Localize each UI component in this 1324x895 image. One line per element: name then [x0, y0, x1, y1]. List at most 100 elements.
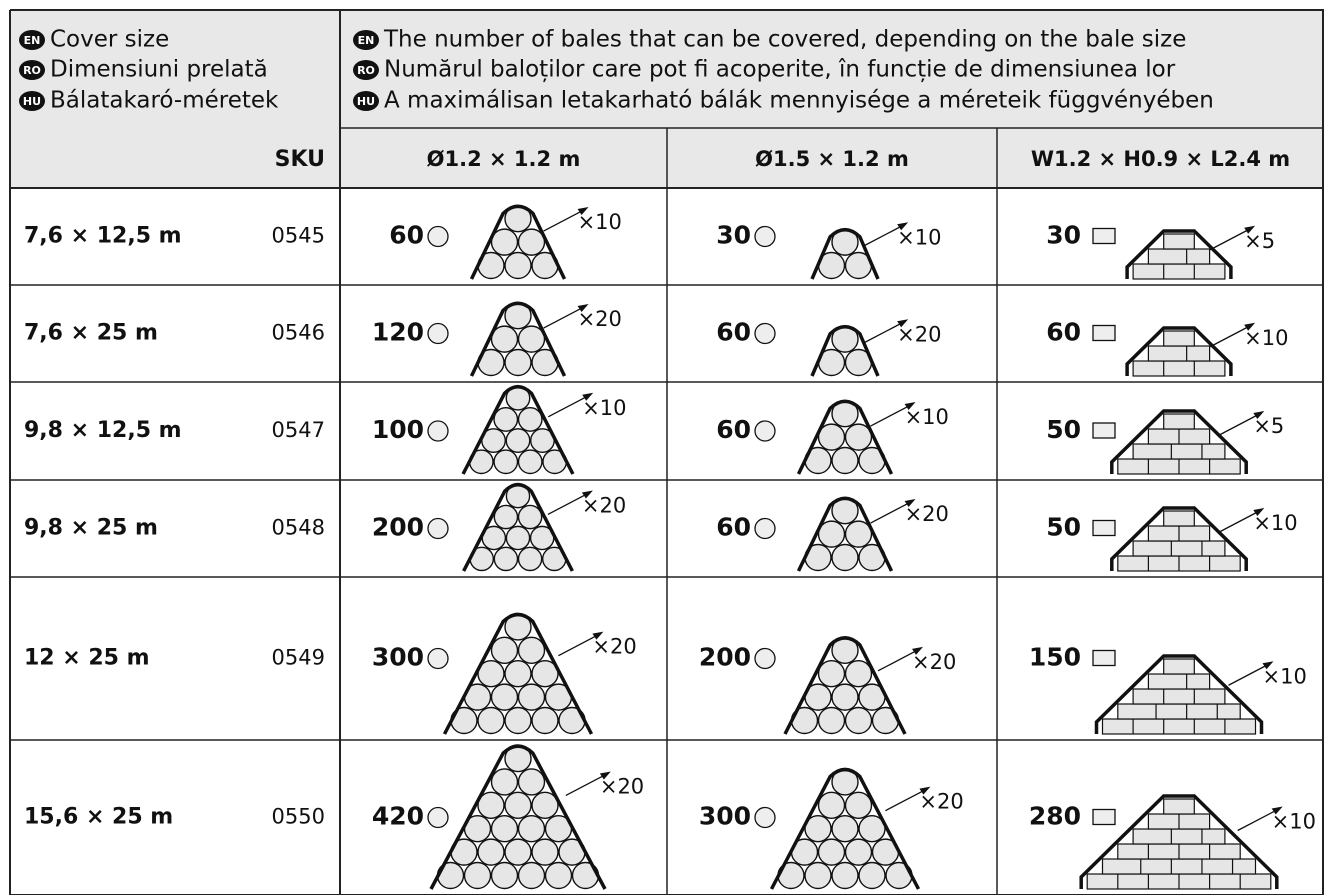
bale-icon [428, 519, 448, 539]
sku: 0550 [272, 805, 325, 829]
bale-icon [1093, 810, 1115, 825]
bale-count: 30 [1046, 221, 1081, 250]
lang-code: HU [357, 95, 375, 108]
bale-icon [428, 227, 448, 247]
cover-size: 7,6 × 25 m [24, 321, 158, 346]
bale-icon [755, 324, 775, 344]
bale-icon [755, 227, 775, 247]
bale [519, 408, 542, 431]
bale-count: 50 [1046, 415, 1081, 444]
bale [832, 545, 858, 571]
bale-pyramid [464, 485, 573, 572]
bale [519, 637, 545, 663]
multiplier: ×10 [578, 210, 622, 234]
multiplier: ×20 [582, 493, 626, 517]
bale [819, 661, 845, 687]
column-header: Ø1.5 × 1.2 m [755, 147, 909, 171]
brick-row [1164, 414, 1195, 429]
brick-row [1148, 249, 1209, 264]
bale-count: 300 [372, 643, 424, 672]
bale [532, 839, 558, 865]
multiplier: ×10 [1263, 664, 1307, 688]
header-text: Cover size [50, 27, 169, 53]
bale-count: 120 [372, 318, 424, 347]
bale-icon [1093, 521, 1115, 536]
bale-icon [755, 421, 775, 441]
multiplier: ×20 [592, 635, 636, 659]
bale-count: 100 [372, 415, 424, 444]
header-text: A maximálisan letakarható bálák mennyisé… [384, 88, 1214, 114]
bale-icon [428, 421, 448, 441]
sku: 0545 [272, 224, 325, 248]
bale [505, 839, 531, 865]
bale [492, 637, 518, 663]
bale-count: 60 [716, 318, 751, 347]
bale [506, 526, 529, 549]
bale-count: 60 [389, 221, 424, 250]
bale-pyramid [463, 387, 573, 475]
bale-pyramid [812, 229, 878, 279]
brick-row [1133, 361, 1225, 376]
bale [519, 816, 545, 842]
brick-row [1164, 234, 1195, 249]
multiplier: ×20 [912, 650, 956, 674]
bale-cover-table: EN Cover size RO Dimensiuni prelată HU Bálata… [0, 0, 1324, 895]
bale-pyramid [472, 303, 565, 376]
bale [505, 350, 531, 376]
bale [519, 505, 542, 528]
brick-row [1164, 659, 1195, 674]
multiplier: ×10 [1244, 326, 1288, 350]
header-text: Bálatakaró-méretek [50, 88, 279, 114]
header-text: Dimensiuni prelată [50, 57, 268, 83]
bale-pyramid [1112, 411, 1246, 474]
bale [832, 816, 858, 842]
bale [532, 708, 558, 734]
bale [505, 792, 531, 818]
bale [805, 863, 831, 889]
bale-pyramid [799, 498, 892, 571]
bale [846, 708, 872, 734]
bale [465, 863, 491, 889]
bale [819, 839, 845, 865]
bale-pyramid [772, 769, 919, 889]
bale-count: 150 [1029, 643, 1081, 672]
cover-size: 7,6 × 12,5 m [24, 224, 182, 249]
bale [846, 661, 872, 687]
brick-row [1103, 719, 1256, 734]
bale [519, 684, 545, 710]
bale [478, 839, 504, 865]
bale [846, 792, 872, 818]
bale [492, 816, 518, 842]
multiplier: ×10 [582, 396, 626, 420]
bale [832, 863, 858, 889]
multiplier: ×10 [1272, 810, 1316, 834]
bale-count: 420 [372, 802, 424, 831]
lang-code: RO [357, 64, 375, 77]
bale [506, 429, 529, 452]
bale-pyramid [1097, 656, 1262, 734]
multiplier: ×10 [905, 405, 949, 429]
lang-code: EN [24, 34, 41, 47]
bale-count: 60 [1046, 318, 1081, 347]
bale [492, 769, 518, 795]
multiplier: ×10 [1253, 511, 1297, 535]
bale-count: 60 [716, 415, 751, 444]
bale-icon [1093, 423, 1115, 438]
bale [492, 863, 518, 889]
multiplier: ×5 [1253, 414, 1284, 438]
multiplier: ×10 [897, 225, 941, 249]
bale-icon [755, 519, 775, 539]
bale [546, 863, 572, 889]
cover-size: 15,6 × 25 m [24, 805, 173, 830]
bale-pyramid [445, 614, 592, 734]
brick-row [1118, 704, 1240, 719]
multiplier: ×20 [897, 322, 941, 346]
bale [494, 408, 517, 431]
bale [519, 450, 542, 473]
brick-row [1164, 799, 1195, 814]
column-header: W1.2 × H0.9 × L2.4 m [1031, 147, 1290, 171]
bale-pyramid [431, 746, 605, 889]
bale [519, 547, 542, 570]
cover-size: 9,8 × 12,5 m [24, 418, 182, 443]
sku-header: SKU [275, 147, 325, 172]
